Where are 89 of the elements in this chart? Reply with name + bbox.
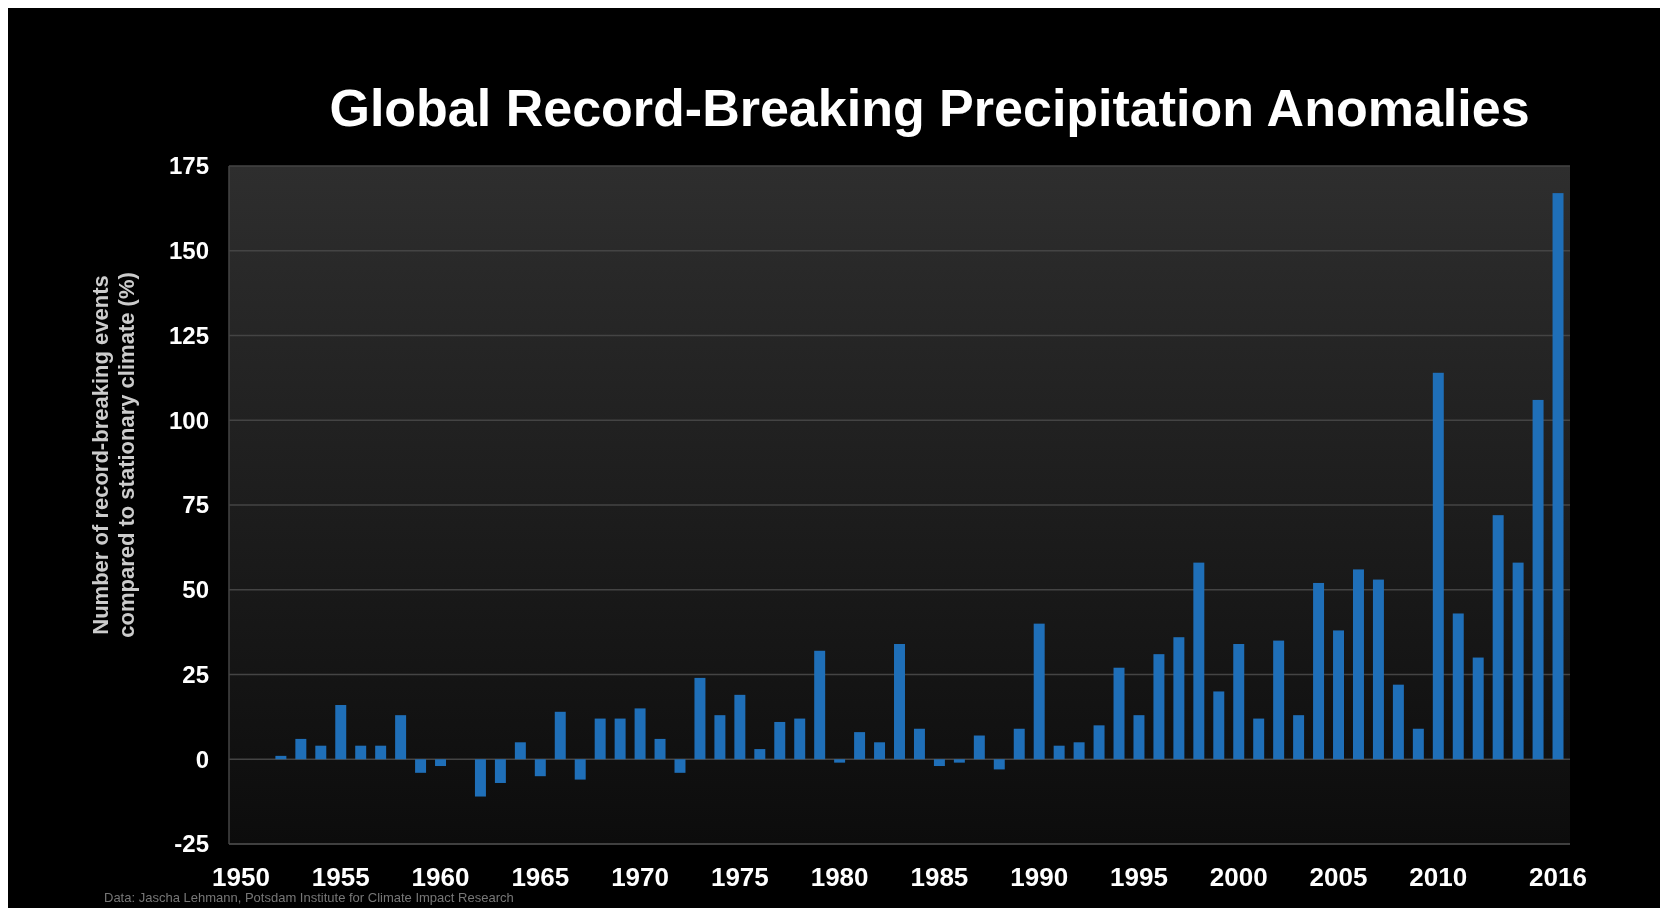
y-tick-label: -25 — [174, 830, 209, 858]
bar — [614, 718, 626, 760]
bar — [734, 694, 746, 760]
x-tick-label: 2005 — [1309, 862, 1368, 892]
bar — [714, 715, 726, 760]
bar — [1113, 667, 1125, 760]
x-tick-label: 1975 — [710, 862, 769, 892]
bar — [1432, 372, 1444, 760]
x-tick-label: 1980 — [810, 862, 869, 892]
bar — [335, 705, 347, 760]
y-tick-label: 175 — [168, 152, 209, 180]
x-tick-label: 1970 — [611, 862, 669, 892]
y-tick-label: 0 — [195, 745, 209, 773]
bar — [1093, 725, 1105, 760]
bar — [874, 742, 886, 760]
bar — [1492, 515, 1504, 760]
bar — [1452, 613, 1464, 760]
bar — [794, 718, 806, 760]
bar — [1552, 193, 1564, 760]
bar — [754, 749, 766, 760]
bar — [694, 677, 706, 760]
y-tick-label: 75 — [182, 491, 209, 519]
bar — [514, 742, 526, 760]
bar — [1053, 745, 1065, 760]
y-tick-label: 150 — [168, 237, 209, 265]
bar — [634, 708, 646, 760]
bar — [594, 718, 606, 760]
x-tick-label: 1990 — [1010, 862, 1069, 892]
bar — [953, 759, 965, 763]
bar — [814, 650, 826, 760]
bar — [1412, 728, 1424, 760]
bar — [474, 759, 486, 797]
x-tick-label: 1985 — [910, 862, 969, 892]
bar — [1153, 654, 1165, 760]
bar — [1233, 643, 1245, 760]
x-tick-label: 2016 — [1529, 862, 1587, 892]
bar — [993, 759, 1005, 770]
text: Data: Jascha Lehmann, Potsdam Institute for Climate Impact Research — [104, 890, 514, 905]
x-tick-label: 2010 — [1409, 862, 1468, 892]
bar — [1253, 718, 1265, 760]
bar — [1512, 562, 1524, 760]
bar — [1193, 562, 1205, 760]
y-axis-title: Number of record-breaking events compared to stationary climate (%) — [88, 272, 139, 638]
bar — [554, 711, 566, 760]
bar — [1532, 399, 1544, 760]
bar — [315, 745, 327, 760]
x-tick-label: 1955 — [311, 862, 370, 892]
bar — [494, 759, 506, 783]
bar — [654, 738, 666, 760]
y-tick-label: 50 — [182, 576, 209, 604]
bar — [1472, 657, 1484, 760]
bar — [774, 721, 786, 760]
bar — [1293, 715, 1305, 760]
bar — [435, 759, 447, 767]
bar — [574, 759, 586, 780]
bar — [395, 715, 407, 760]
bar — [834, 759, 846, 763]
bar — [1133, 715, 1145, 760]
bar — [933, 759, 945, 767]
bar — [1213, 691, 1225, 760]
bar — [1273, 640, 1285, 760]
x-tick-label: 1965 — [511, 862, 570, 892]
chart-title: Global Record-Breaking Precipitation Anomalies — [329, 79, 1530, 137]
bar — [415, 759, 427, 773]
bar — [913, 728, 925, 760]
bar — [1392, 684, 1404, 760]
bar — [1173, 637, 1185, 760]
bar — [1372, 579, 1384, 760]
bar — [1352, 569, 1364, 760]
bar — [534, 759, 546, 777]
bar — [973, 735, 985, 760]
bar — [1013, 728, 1025, 760]
bar — [674, 759, 686, 773]
bar — [375, 745, 387, 760]
x-tick-label: 1995 — [1110, 862, 1168, 892]
bar — [854, 732, 866, 760]
y-tick-label: 125 — [168, 321, 209, 349]
bar — [295, 738, 307, 760]
bar — [1033, 623, 1045, 760]
bar — [355, 745, 367, 760]
bar — [1073, 742, 1085, 760]
bar — [1333, 630, 1345, 760]
y-tick-label: 25 — [182, 660, 209, 688]
x-tick-label: 1960 — [411, 862, 470, 892]
x-tick-label: 2000 — [1209, 862, 1268, 892]
bar — [894, 643, 905, 760]
y-tick-label: 100 — [168, 406, 209, 434]
bar — [1313, 582, 1325, 760]
x-tick-label: 1950 — [212, 862, 270, 892]
